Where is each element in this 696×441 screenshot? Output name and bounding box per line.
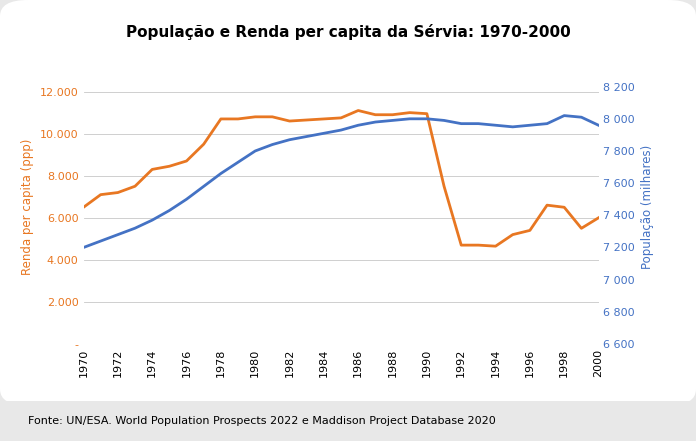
População — [79, 245, 88, 250]
Renda per capita — [509, 232, 517, 237]
Renda per capita — [182, 158, 191, 164]
Renda per capita — [148, 167, 157, 172]
População — [388, 118, 397, 123]
População — [406, 116, 414, 121]
População — [113, 232, 122, 237]
Renda per capita — [474, 243, 482, 248]
População — [509, 124, 517, 130]
População — [165, 208, 173, 213]
Renda per capita — [577, 226, 585, 231]
População — [543, 121, 551, 126]
População — [354, 123, 363, 128]
Renda per capita — [525, 228, 534, 233]
Text: População e Renda per capita da Sérvia: 1970-2000: População e Renda per capita da Sérvia: … — [125, 24, 571, 40]
População — [337, 127, 345, 133]
População — [594, 123, 603, 128]
Renda per capita — [131, 183, 139, 189]
Renda per capita — [234, 116, 242, 122]
Renda per capita — [79, 205, 88, 210]
População — [285, 137, 294, 142]
Renda per capita — [337, 115, 345, 120]
População — [457, 121, 466, 126]
População — [234, 160, 242, 165]
População — [216, 171, 225, 176]
População — [491, 123, 500, 128]
População — [474, 121, 482, 126]
Renda per capita — [371, 112, 379, 117]
Renda per capita — [165, 164, 173, 169]
População — [560, 113, 569, 118]
Renda per capita — [285, 118, 294, 123]
Renda per capita — [97, 192, 105, 197]
População — [577, 115, 585, 120]
Y-axis label: População (milhares): População (milhares) — [641, 145, 654, 269]
Renda per capita — [354, 108, 363, 113]
População — [251, 148, 260, 153]
Renda per capita — [113, 190, 122, 195]
População — [131, 225, 139, 231]
População — [525, 123, 534, 128]
População — [422, 116, 431, 121]
População — [371, 120, 379, 125]
População — [97, 239, 105, 244]
Renda per capita — [457, 243, 466, 248]
Renda per capita — [251, 114, 260, 120]
Renda per capita — [543, 202, 551, 208]
Line: População: População — [84, 116, 599, 247]
Renda per capita — [319, 116, 328, 122]
Text: Fonte: UN/ESA. World Population Prospects 2022 e Maddison Project Database 2020: Fonte: UN/ESA. World Population Prospect… — [28, 416, 496, 426]
Renda per capita — [303, 117, 311, 123]
FancyBboxPatch shape — [0, 0, 696, 405]
Line: Renda per capita: Renda per capita — [84, 111, 599, 246]
Renda per capita — [560, 205, 569, 210]
População — [148, 217, 157, 223]
Renda per capita — [440, 183, 448, 189]
Renda per capita — [491, 243, 500, 249]
Renda per capita — [406, 110, 414, 115]
Renda per capita — [200, 142, 208, 147]
Renda per capita — [268, 114, 276, 120]
Renda per capita — [216, 116, 225, 122]
Renda per capita — [594, 215, 603, 220]
Y-axis label: Renda per capita (ppp): Renda per capita (ppp) — [22, 139, 34, 276]
Renda per capita — [422, 111, 431, 116]
População — [200, 184, 208, 189]
População — [440, 118, 448, 123]
População — [268, 142, 276, 147]
População — [303, 134, 311, 139]
Renda per capita — [388, 112, 397, 117]
População — [319, 131, 328, 136]
População — [182, 197, 191, 202]
